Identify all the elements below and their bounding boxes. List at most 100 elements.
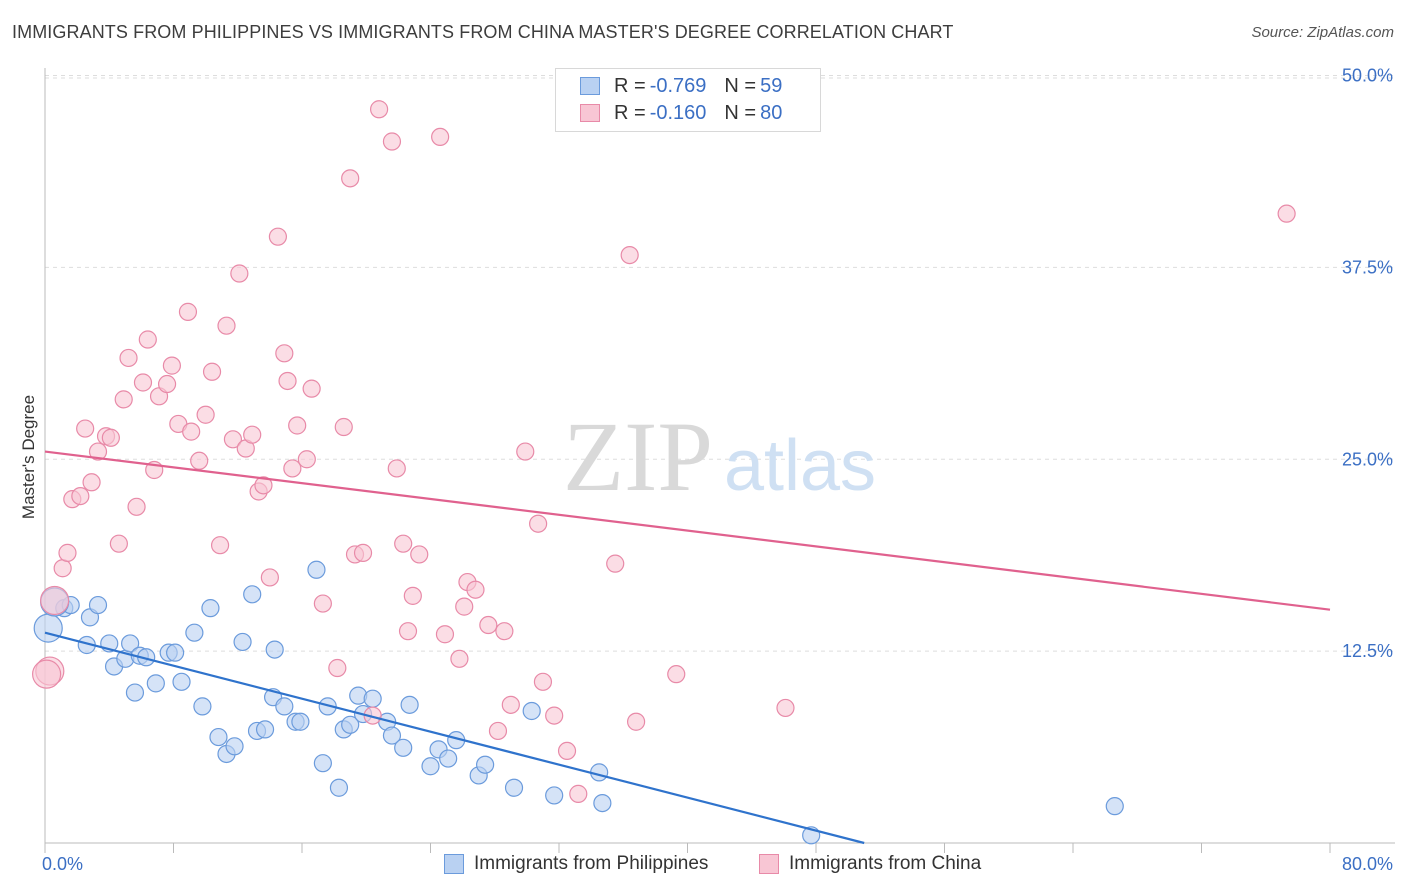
- point-china: [410, 545, 429, 564]
- point-china: [529, 514, 548, 533]
- point-china: [202, 362, 222, 381]
- point-china: [435, 625, 455, 644]
- point-philippines: [476, 755, 495, 774]
- point-china: [606, 554, 625, 573]
- point-china: [382, 132, 402, 151]
- legend-row-china: R = -0.160 N = 80: [580, 100, 782, 126]
- point-china: [776, 698, 795, 718]
- legend-n-label: N =: [724, 101, 757, 124]
- point-china: [533, 672, 553, 691]
- trend-line-philippines: [44, 631, 865, 845]
- bottom-legend-philippines: Immigrants from Philippines: [444, 852, 708, 876]
- legend-r-label: R =: [614, 74, 646, 97]
- point-china: [516, 442, 535, 461]
- point-china: [32, 659, 62, 689]
- point-china: [620, 245, 639, 265]
- legend-row-philippines: R = -0.769 N = 59: [580, 73, 782, 99]
- point-philippines: [121, 634, 140, 653]
- point-china: [394, 534, 413, 553]
- point-china: [626, 712, 646, 731]
- point-china: [495, 622, 514, 641]
- point-china: [71, 486, 90, 506]
- point-china: [109, 534, 128, 553]
- point-china: [230, 264, 249, 283]
- point-philippines: [313, 754, 332, 773]
- chart-source: Source: ZipAtlas.com: [1251, 24, 1394, 41]
- point-china: [82, 473, 101, 492]
- bottom-legend-label-philippines: Immigrants from Philippines: [474, 853, 709, 874]
- point-philippines: [33, 613, 63, 643]
- bottom-legend-swatch-philippines: [444, 854, 464, 874]
- point-china: [387, 459, 406, 478]
- point-china: [138, 330, 157, 349]
- point-china: [133, 373, 153, 392]
- point-philippines: [233, 632, 252, 652]
- point-china: [569, 784, 588, 803]
- point-china: [223, 430, 243, 449]
- point-china: [667, 665, 686, 684]
- y-tick-label: 50.0%: [1342, 66, 1393, 86]
- point-china: [275, 344, 294, 363]
- legend-swatch-philippines: [580, 77, 600, 95]
- point-philippines: [201, 599, 220, 618]
- point-china: [488, 721, 508, 741]
- point-philippines: [291, 712, 310, 731]
- point-china: [210, 536, 230, 555]
- trend-line-china: [44, 450, 1331, 611]
- point-china: [479, 615, 498, 635]
- point-philippines: [225, 737, 244, 756]
- legend-n-value: 59: [760, 74, 783, 97]
- x-tick-label: 80.0%: [1342, 854, 1393, 874]
- point-china: [268, 227, 288, 246]
- watermark-zip: ZIP: [563, 401, 713, 512]
- point-china: [288, 416, 307, 435]
- y-tick-label: 25.0%: [1342, 449, 1393, 469]
- point-china: [334, 417, 353, 437]
- bottom-legend-china: Immigrants from China: [759, 852, 981, 876]
- point-china: [370, 100, 389, 119]
- point-philippines: [421, 757, 440, 776]
- point-china: [101, 428, 120, 447]
- point-china: [119, 348, 138, 368]
- point-china: [114, 390, 133, 409]
- point-philippines: [146, 674, 165, 693]
- point-china: [403, 586, 422, 605]
- stats-legend: R = -0.769 N = 59 R = -0.160 N = 80: [555, 68, 821, 132]
- point-china: [1277, 204, 1296, 223]
- point-china: [431, 127, 450, 146]
- point-philippines: [166, 643, 185, 662]
- legend-n-value: 80: [760, 101, 783, 124]
- bottom-legend-label-china: Immigrants from China: [789, 853, 982, 874]
- legend-r-value: -0.769: [649, 74, 707, 97]
- point-philippines: [341, 715, 360, 734]
- legend-n-label: N =: [724, 74, 757, 97]
- point-china: [283, 459, 302, 478]
- point-china: [157, 374, 177, 394]
- point-china: [178, 302, 198, 321]
- point-china: [190, 451, 209, 470]
- point-china: [328, 658, 347, 678]
- point-china: [341, 169, 360, 188]
- point-philippines: [400, 695, 419, 714]
- point-philippines: [545, 786, 564, 805]
- point-china: [88, 442, 108, 461]
- y-tick-label: 12.5%: [1342, 641, 1393, 661]
- point-philippines: [255, 720, 275, 739]
- point-china: [278, 371, 297, 391]
- point-china: [127, 497, 146, 516]
- point-philippines: [209, 727, 228, 747]
- data-points: [32, 100, 1296, 845]
- chart-title: IMMIGRANTS FROM PHILIPPINES VS IMMIGRANT…: [12, 22, 954, 42]
- point-china: [297, 450, 316, 469]
- point-china: [254, 476, 273, 495]
- point-china: [182, 422, 201, 441]
- point-china: [53, 559, 72, 578]
- trend-lines: [44, 450, 1331, 845]
- point-philippines: [125, 683, 145, 702]
- point-china: [76, 419, 95, 438]
- point-philippines: [593, 793, 612, 813]
- point-china: [196, 405, 215, 424]
- point-china: [58, 543, 77, 562]
- y-axis-label: Master's Degree: [19, 395, 38, 519]
